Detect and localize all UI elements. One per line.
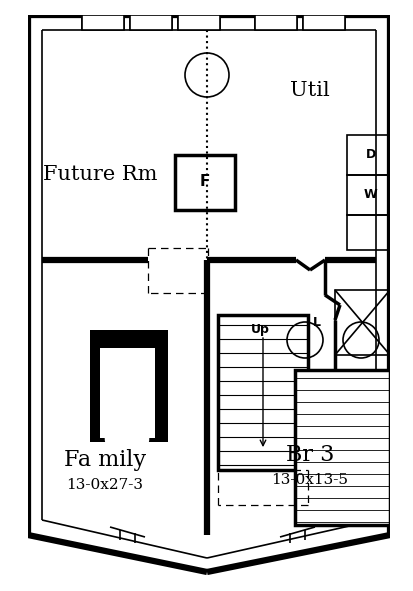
Text: Br 3: Br 3 <box>285 444 333 466</box>
Bar <box>90 330 168 460</box>
Text: Up: Up <box>250 323 269 336</box>
Bar <box>346 135 394 175</box>
Bar <box>346 215 394 250</box>
Text: F: F <box>199 174 210 190</box>
Bar <box>175 155 235 210</box>
Bar <box>389 0 413 591</box>
Text: 13-0x13-5: 13-0x13-5 <box>271 473 348 487</box>
Text: Util: Util <box>290 80 329 99</box>
Bar <box>218 315 307 470</box>
Bar <box>82 15 124 30</box>
Wedge shape <box>105 438 148 460</box>
Bar <box>346 175 394 215</box>
Bar <box>254 15 296 30</box>
Bar <box>0 0 28 591</box>
Text: Fa mily: Fa mily <box>64 449 146 471</box>
Bar <box>0 0 413 15</box>
Bar <box>302 15 344 30</box>
Bar <box>178 15 219 30</box>
Text: W: W <box>363 189 377 202</box>
Text: 13-0x27-3: 13-0x27-3 <box>66 478 143 492</box>
Text: D: D <box>365 148 375 161</box>
Bar <box>130 15 171 30</box>
Bar <box>100 348 154 438</box>
Text: L: L <box>312 316 320 329</box>
Text: Future Rm: Future Rm <box>43 165 157 184</box>
Bar <box>90 442 168 460</box>
Bar <box>334 290 389 355</box>
Bar <box>294 370 389 525</box>
